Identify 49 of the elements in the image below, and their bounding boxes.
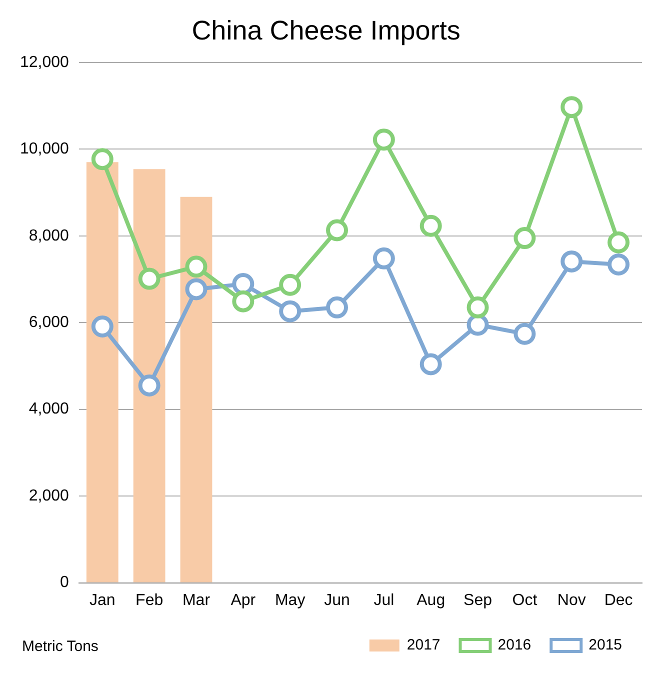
point bbox=[91, 316, 114, 338]
x-tick-label: Apr bbox=[230, 592, 256, 609]
bar bbox=[133, 169, 166, 582]
point bbox=[420, 353, 442, 376]
point bbox=[514, 322, 536, 345]
point bbox=[185, 278, 208, 300]
y-tick-label: 4,000 bbox=[28, 400, 70, 418]
point bbox=[138, 374, 160, 396]
x-tick-label: Sep bbox=[464, 592, 492, 609]
point bbox=[466, 296, 489, 318]
point bbox=[138, 268, 160, 290]
y-tick-label: 6,000 bbox=[28, 314, 70, 332]
y-tick-label: 0 bbox=[60, 574, 70, 592]
x-tick-label: Oct bbox=[512, 592, 538, 609]
y-tick-label: 12,000 bbox=[20, 54, 70, 71]
x-tick-label: May bbox=[274, 592, 306, 609]
y-tick-label: 2,000 bbox=[28, 487, 70, 504]
x-tick-label: Aug bbox=[416, 592, 446, 609]
x-tick-label: Nov bbox=[557, 592, 586, 609]
point bbox=[514, 227, 536, 250]
point bbox=[608, 253, 630, 276]
x-tick-label: Jun bbox=[324, 592, 350, 609]
x-tick-label: Jan bbox=[90, 592, 116, 609]
bar bbox=[86, 162, 118, 582]
point bbox=[372, 247, 395, 270]
point bbox=[560, 250, 583, 272]
point bbox=[185, 256, 208, 278]
point bbox=[372, 128, 395, 151]
point bbox=[326, 219, 348, 242]
x-tick-label: Feb bbox=[136, 592, 164, 609]
y-tick-label: 8,000 bbox=[28, 227, 70, 244]
chart-title: China Cheese Imports bbox=[192, 16, 460, 46]
legend-label: 2015 bbox=[588, 636, 622, 654]
x-tick-label: Jul bbox=[374, 592, 394, 609]
y-tick-label: 10,000 bbox=[20, 140, 70, 158]
point bbox=[91, 148, 114, 170]
point bbox=[279, 274, 302, 296]
bar bbox=[180, 196, 212, 582]
text: Metric Tons bbox=[22, 638, 98, 656]
point bbox=[279, 300, 302, 322]
point bbox=[608, 231, 630, 254]
point bbox=[420, 214, 442, 237]
point bbox=[326, 296, 348, 318]
point bbox=[560, 96, 583, 118]
x-tick-label: Mar bbox=[182, 592, 211, 609]
legend-label: 2016 bbox=[498, 636, 532, 654]
point bbox=[232, 290, 254, 312]
x-tick-label: Dec bbox=[604, 592, 633, 609]
legend-label: 2017 bbox=[406, 636, 440, 654]
